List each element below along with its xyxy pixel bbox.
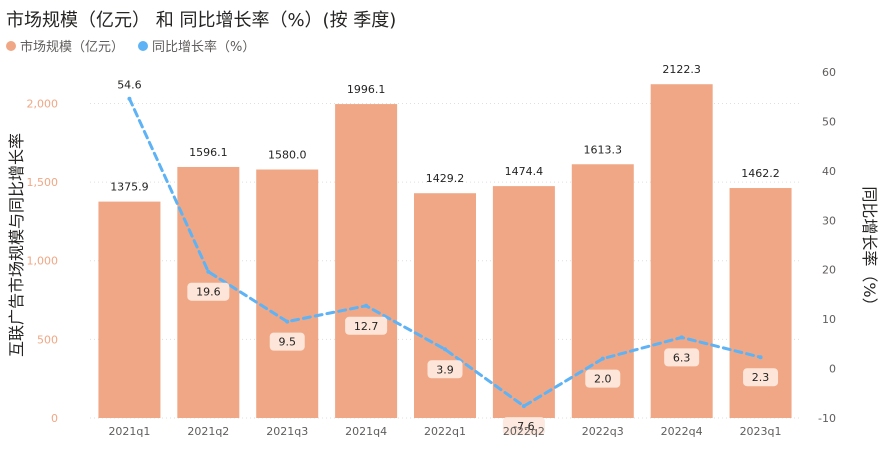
bar[interactable] [414, 193, 476, 418]
growth-point[interactable] [206, 269, 211, 274]
growth-value-label: 9.5 [278, 336, 296, 349]
bar[interactable] [98, 201, 161, 418]
y2-tick-label: 40 [822, 165, 836, 178]
growth-label-bg [427, 360, 463, 379]
x-tick-label: 2021q1 [108, 425, 150, 438]
bar-value-label: 1474.4 [505, 165, 544, 178]
growth-point[interactable] [364, 303, 369, 308]
legend-dot-market-size [6, 40, 16, 51]
growth-label-bg [345, 316, 388, 335]
x-tick-label: 2021q3 [266, 425, 308, 438]
growth-label-bg [664, 348, 700, 367]
y2-tick-label: 50 [822, 115, 836, 128]
growth-label-bg [502, 417, 545, 436]
y2-axis-title: 同比增长率（%） [860, 186, 879, 313]
axis-layer: 0 500 1,000 1,500 2,000 -10 0 10 20 30 40 50 60 2021q… [7, 66, 879, 438]
x-tick-label: 2022q3 [582, 425, 624, 438]
x-tick-label: 2022q4 [661, 425, 703, 438]
x-tick-label: 2021q2 [187, 425, 229, 438]
chart-title: 市场规模（亿元） 和 同比增长率（%）(按 季度) [6, 10, 397, 31]
x-tick-label: 2023q1 [740, 425, 782, 438]
legend-label-market-size: 市场规模（亿元） [20, 40, 125, 55]
growth-point[interactable] [679, 335, 684, 340]
bar[interactable] [335, 104, 398, 419]
y2-tick-label: -10 [818, 412, 836, 425]
growth-point[interactable] [443, 347, 447, 352]
growth-label-bg [187, 282, 230, 301]
growth-value-label: 6.3 [673, 351, 691, 364]
bar-value-label: 1462.2 [741, 167, 780, 180]
legend: 市场规模（亿元） 同比增长率（%） [6, 36, 255, 55]
bar-value-label: 1580.0 [268, 149, 307, 162]
bar[interactable] [650, 84, 713, 418]
y-tick-label: 2,000 [27, 97, 59, 110]
label-layer: 1375.9 1596.1 1580.0 1996.1 1429.2 1474.4 1613… [110, 63, 780, 436]
legend-label-growth-rate: 同比增长率（%） [152, 40, 256, 55]
growth-point[interactable] [521, 404, 526, 409]
growth-point[interactable] [127, 96, 132, 101]
growth-value-label: 3.9 [436, 363, 454, 376]
bar-value-label: 1596.1 [189, 146, 228, 159]
y-tick-label: 500 [37, 333, 58, 346]
y2-tick-label: 60 [822, 66, 836, 79]
y-axis-title: 互联广告市场规模与同比增长率 [7, 133, 26, 357]
y2-tick-label: 30 [822, 214, 836, 227]
bar-value-label: 1429.2 [426, 172, 465, 185]
y2-tick-label: 0 [829, 363, 836, 376]
legend-dot-growth-rate [138, 40, 149, 51]
growth-label-bg [743, 368, 779, 387]
x-tick-label: 2022q2 [503, 425, 545, 438]
y2-tick-label: 20 [822, 264, 836, 277]
growth-value-label: -7.6 [513, 420, 534, 433]
bar[interactable] [492, 186, 555, 418]
growth-value-label: 54.6 [117, 79, 142, 92]
x-tick-label: 2022q1 [424, 425, 466, 438]
x-tick-label: 2021q4 [345, 425, 387, 438]
growth-line[interactable] [127, 97, 763, 408]
bar-value-label: 1613.3 [584, 143, 623, 156]
legend-item-market-size[interactable]: 市场规模（亿元） [6, 36, 124, 55]
growth-value-label: 19.6 [196, 286, 221, 299]
y2-tick-label: 10 [822, 313, 836, 326]
bar-value-label: 2122.3 [662, 63, 701, 76]
growth-label-bg [585, 369, 621, 388]
legend-item-growth-rate[interactable]: 同比增长率（%） [138, 36, 255, 55]
y-tick-label: 1,000 [27, 255, 59, 268]
growth-value-label: 2.0 [594, 373, 612, 386]
growth-point[interactable] [758, 355, 763, 360]
growth-value-label: 2.3 [752, 371, 770, 384]
bar-value-label: 1375.9 [110, 181, 149, 194]
growth-point[interactable] [285, 319, 290, 324]
growth-value-label: 12.7 [354, 320, 379, 333]
bar[interactable] [256, 169, 319, 418]
y-tick-label: 1,500 [27, 176, 59, 189]
growth-point[interactable] [600, 356, 605, 361]
y-tick-label: 0 [51, 412, 58, 425]
bar-value-label: 1996.1 [347, 83, 386, 96]
growth-label-bg [269, 332, 305, 351]
line-layer [127, 96, 763, 409]
